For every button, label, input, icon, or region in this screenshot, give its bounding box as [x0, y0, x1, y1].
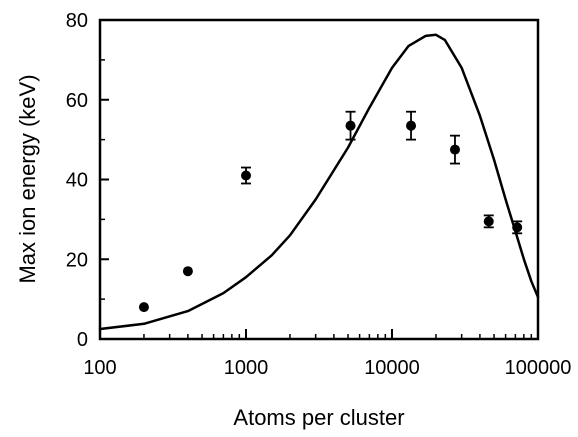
data-point	[182, 266, 193, 277]
y-tick-label: 40	[66, 170, 88, 192]
model-curve	[98, 33, 540, 331]
data-point	[449, 144, 460, 155]
points-layer	[138, 110, 523, 313]
data-point	[345, 120, 356, 131]
data-point	[241, 170, 251, 181]
y-tick-label: 0	[77, 329, 88, 351]
data-point	[512, 222, 523, 233]
y-axis-title: Max ion energy (keV)	[15, 74, 40, 283]
data-point	[483, 216, 494, 227]
x-tick-label: 100000	[505, 357, 572, 379]
y-tick-label: 80	[66, 10, 88, 32]
y-tick-label: 20	[66, 249, 88, 271]
data-point	[138, 302, 149, 313]
curve-layer	[98, 33, 540, 331]
ticks: 0 20 40 60 80 100 1000 10000 100000	[66, 10, 572, 379]
x-tick-label: 1000	[224, 357, 269, 379]
plot-frame	[98, 18, 540, 341]
x-tick-label: 10000	[364, 357, 420, 379]
x-axis-title: Atoms per cluster	[233, 405, 404, 430]
data-point	[406, 120, 417, 131]
y-tick-label: 60	[66, 90, 88, 112]
x-tick-label: 100	[83, 357, 116, 379]
